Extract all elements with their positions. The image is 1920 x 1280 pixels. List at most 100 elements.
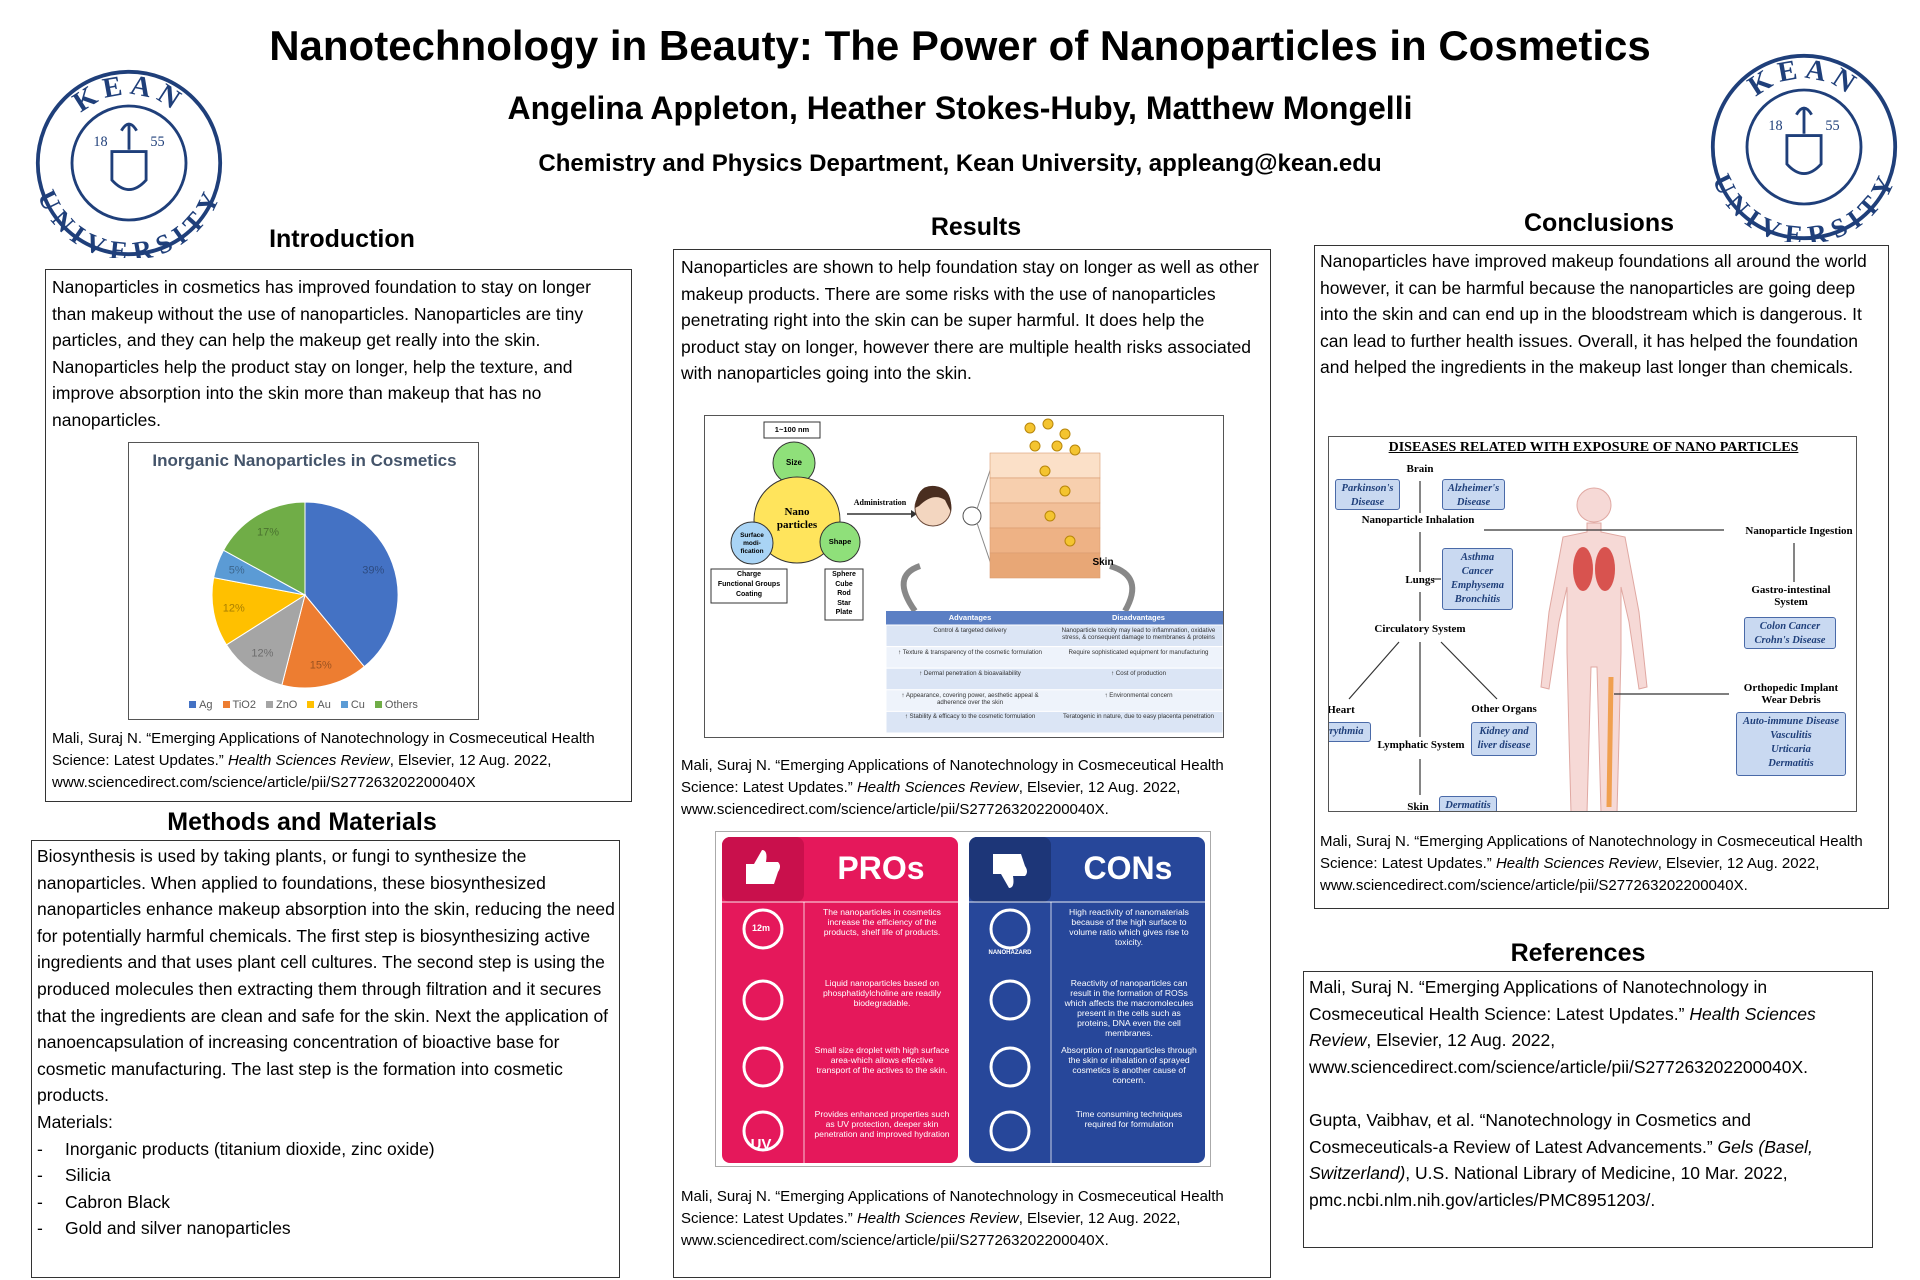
icon [742,1046,784,1088]
citation-text: , Elsevier, 12 Aug. 2022, www.sciencedir… [681,779,1181,818]
pie-slice [304,501,399,668]
table-cell: ↑ Dermal penetration & bioavailability [919,670,1021,678]
table-header-cell: Disadvantages [1112,613,1165,622]
core-label: Nano particles [776,506,818,531]
bone [1606,676,1614,808]
disease-line: Emphysema [1450,580,1505,591]
node-label: Other Organs [1471,703,1537,715]
node-label: Circulatory System [1374,623,1466,635]
material-item: Cabron Black [37,1189,615,1216]
legend-swatch [307,701,315,708]
materials-list: Inorganic products (titanium dioxide, zi… [37,1136,615,1242]
thumb-up [746,850,780,884]
reference: Gupta, Vaibhav, et al. “Nanotechnology i… [1309,1107,1867,1213]
icon [989,979,1031,1021]
methods-content: Biosynthesis is used by taking plants, o… [37,843,615,1242]
intro-box: Nanoparticles in cosmetics has improved … [45,269,632,802]
disease-box: Dermatitis [1439,796,1497,811]
shape-item: Rod [837,590,851,598]
disease-line: Alzheimer's [1447,483,1500,494]
size-range: 1~100 nm [774,425,810,434]
table-cell: Require sophisticated equipment for manu… [1068,648,1209,656]
particle [1051,440,1063,452]
panel-item: Absorption of nanoparticles through the … [1061,1045,1197,1085]
citation-journal: Health Sciences Review [856,1210,1019,1227]
diagram-art [710,418,1223,734]
disease-line: Arrythmia [1329,726,1364,737]
pie-chart: Inorganic Nanoparticles in Cosmetics 39%… [128,442,479,720]
citation-text: Mali, Suraj N. “Emerging Applications of… [1320,833,1863,872]
section-heading: References [1510,939,1646,967]
arrow [1348,641,1400,700]
logo-ring [1710,53,1898,241]
legend-label: Au [317,699,331,711]
legend-label: Ag [199,699,213,711]
citation-journal: Gels (Basel, Switzerland) [1309,1136,1813,1184]
shape-item: Star [837,599,851,607]
citation-journal: Health Sciences Review [856,779,1019,796]
particle [1069,444,1081,456]
node-label: Brain [1406,463,1434,475]
icon-label: NANOHAZARD [988,950,1032,956]
icon [742,908,784,950]
logo-torch [1795,106,1813,134]
disease-box: Auto-immune Disease Vasculitis Urticaria De… [1736,712,1846,776]
node-label: Skin [1407,801,1429,812]
disease-line: Crohn's Disease [1754,635,1826,646]
slice-label: 39% [362,564,384,576]
disease-box: Asthma Cancer Emphysema Bronchitis [1442,548,1513,610]
slice-label: 5% [229,564,245,576]
disease-box: Colon Cancer Crohn's Disease [1744,617,1836,649]
icon [742,1110,784,1152]
panel-item: Liquid nanoparticles based on phosphatid… [822,978,941,1008]
thumb-down [993,854,1027,888]
panel-item: Small size droplet with high surface are… [814,1045,950,1075]
citation-text: Mali, Suraj N. “Emerging Applications of… [681,1188,1224,1227]
lung [1573,547,1593,591]
affiliation: Chemistry and Physics Department, Kean U… [538,150,1382,177]
particle [1059,485,1071,497]
disease-line: Asthma [1460,552,1495,563]
legend-label: ZnO [275,699,298,711]
citation: Mali, Suraj N. “Emerging Applications of… [1320,831,1885,897]
table-header [886,611,1223,625]
methods-box: Biosynthesis is used by taking plants, o… [31,840,620,1278]
legend-label: Others [384,699,418,711]
shape-item: Plate [835,609,853,617]
logo-year: 55 [1825,118,1839,134]
table-header-cell: Advantages [948,613,992,622]
authors: Angelina Appleton, Heather Stokes-Huby, … [507,90,1413,126]
citation-text: Mali, Suraj N. “Emerging Applications of… [1309,977,1768,1024]
legend-item: Ag [189,699,213,711]
shape-item: Cube [835,580,853,588]
disease-line: Disease [1456,497,1491,508]
citation-text: Mali, Suraj N. “Emerging Applications of… [681,757,1224,796]
legend-swatch [222,701,230,708]
arrowhead [911,510,917,518]
logo-ring [35,69,223,257]
panel-item: The nanoparticles in cosmetics increase … [823,907,941,937]
section-heading: Introduction [269,225,415,253]
particle [1029,440,1041,452]
citation-journal: Health Sciences Review [1495,855,1658,872]
node-label: Lungs [1405,574,1435,586]
citation: Mali, Suraj N. “Emerging Applications of… [681,755,1266,821]
curved-arrow [1109,563,1136,613]
legend-item: Others [374,699,418,711]
results-text: Nanoparticles are shown to help foundati… [681,257,1259,384]
hair [915,485,952,512]
node-label: Orthopedic Implant Wear Debris [1743,682,1839,706]
nanoparticle-diagram: 1~100 nm Size Nano particles Surface modi-f… [704,415,1224,738]
citation: Mali, Suraj N. “Emerging Applications of… [681,1186,1266,1252]
table-cell: ↑ Environmental concern [1104,691,1173,699]
references-box: Mali, Suraj N. “Emerging Applications of… [1303,971,1873,1248]
icon [989,1110,1031,1152]
legend-item: Cu [340,699,365,711]
disease-line: Dermatitis [1768,758,1814,769]
slice-label: 17% [257,526,279,538]
diseases-art [1348,481,1795,811]
panel-item: Provides enhanced properties such as UV … [814,1109,950,1139]
